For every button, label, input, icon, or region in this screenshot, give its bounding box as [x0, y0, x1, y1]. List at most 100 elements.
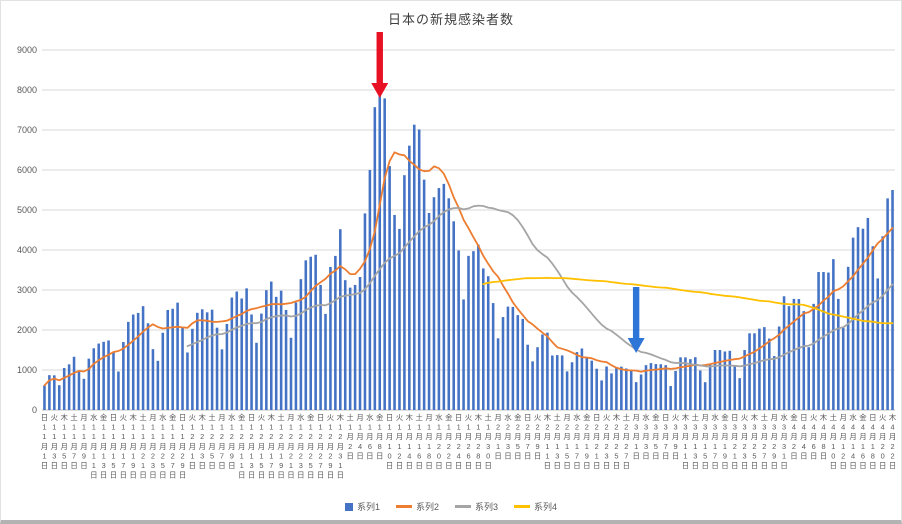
bar-series1 [787, 306, 791, 410]
legend-item-系列2[interactable]: 系列2 [395, 500, 439, 513]
bar-series1 [817, 272, 820, 410]
bar-series1 [146, 323, 150, 410]
legend-item-系列4[interactable]: 系列4 [514, 500, 557, 513]
bar-series1 [186, 352, 189, 410]
bar-series1 [452, 221, 455, 410]
bar-series1 [689, 359, 692, 410]
bar-series1 [77, 371, 81, 410]
red-down-arrow [371, 32, 389, 98]
bar-series1 [289, 337, 293, 410]
bar-series1 [127, 321, 130, 410]
bar-series1 [856, 227, 860, 410]
y-axis-label: 1000 [17, 365, 37, 375]
bar-series1 [210, 309, 214, 410]
bar-series1 [225, 323, 229, 410]
bar-series1 [200, 309, 204, 410]
bar-series1 [511, 306, 515, 410]
bar-series1 [876, 278, 880, 410]
y-axis-label: 3000 [17, 285, 37, 295]
bar-series1 [358, 277, 362, 410]
bar-series1 [841, 326, 845, 410]
bar-series1 [585, 357, 589, 410]
bar-series1 [807, 347, 810, 410]
bar-series1 [822, 272, 825, 410]
bar-series1 [496, 338, 500, 410]
bar-series1 [649, 363, 653, 410]
bar-series1 [555, 355, 559, 410]
bar-series1 [378, 96, 382, 411]
bar-series1 [521, 318, 525, 410]
bar-series1 [782, 296, 786, 410]
bar-series1 [501, 317, 505, 410]
bar-series1 [412, 124, 416, 411]
bar-series1 [284, 309, 288, 410]
line-series2 [43, 151, 894, 387]
bar-series1 [605, 366, 608, 410]
bar-series1 [97, 343, 100, 410]
bar-series1 [812, 303, 815, 410]
legend-item-系列3[interactable]: 系列3 [455, 500, 498, 513]
bar-series1 [432, 197, 436, 410]
bar-series1 [383, 98, 386, 411]
bar-series1 [43, 385, 46, 410]
bar-series1 [551, 355, 554, 410]
bar-series1 [846, 266, 850, 410]
legend: 系列1 系列2 系列3 系列4 [1, 500, 901, 513]
bar-series1 [87, 358, 91, 410]
bar-series1 [348, 287, 352, 410]
y-axis-label: 9000 [17, 45, 37, 55]
bar-series1 [861, 228, 865, 410]
bar-series1 [758, 328, 761, 410]
bar-series1 [891, 190, 894, 410]
bar-series1 [580, 348, 584, 410]
bar-series1 [753, 333, 756, 410]
bar-series1 [255, 342, 258, 410]
bar-series1 [447, 198, 451, 410]
bar-series1 [767, 338, 771, 410]
bar-series1 [575, 352, 579, 410]
bar-series1 [205, 312, 209, 410]
bar-series1 [102, 341, 105, 410]
bar-series1 [62, 368, 66, 410]
bar-series1 [797, 299, 801, 410]
bar-series1 [832, 259, 835, 410]
bar-series1 [743, 350, 746, 410]
bar-series1 [620, 366, 623, 410]
bar-series1 [703, 382, 707, 410]
bar-series1 [403, 175, 406, 410]
bar-series1 [107, 340, 110, 410]
legend-item-系列1[interactable]: 系列1 [344, 500, 380, 513]
bar-series1 [334, 255, 337, 410]
bar-series1 [442, 183, 446, 410]
bar-series1 [314, 254, 317, 410]
